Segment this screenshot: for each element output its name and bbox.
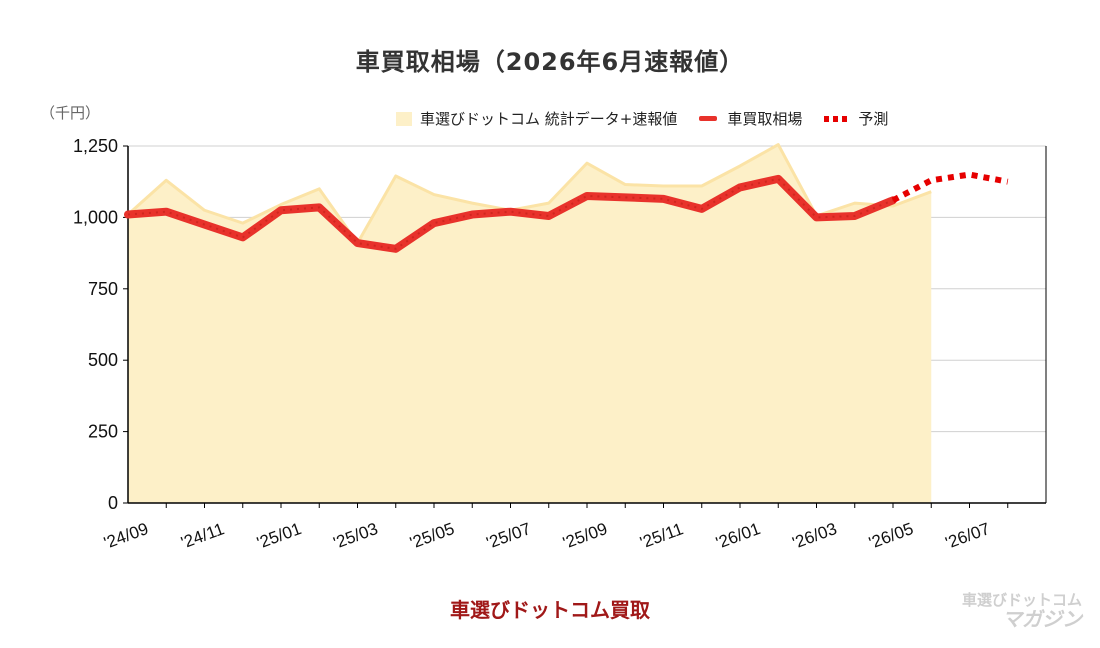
y-tick-label-1: 250: [88, 422, 118, 442]
chart-legend: 車選びドットコム 統計データ+速報値 車買取相場 予測: [396, 108, 910, 129]
x-tick-label-6: '25/09: [560, 519, 610, 553]
legend-label-forecast: 予測: [858, 110, 889, 128]
legend-item-area: 車選びドットコム 統計データ+速報値: [396, 108, 677, 129]
footer-source: 車選びドットコム買取: [450, 598, 650, 622]
legend-swatch-area: [396, 111, 412, 126]
series-area-fill: [128, 144, 932, 503]
legend-item-forecast: 予測: [824, 108, 888, 129]
series-line-texture: [127, 177, 894, 250]
legend-label-area: 車選びドットコム 統計データ+速報値: [420, 110, 678, 128]
legend-swatch-forecast: [824, 115, 851, 122]
x-tick-label-4: '25/05: [407, 519, 457, 553]
y-tick-label-0: 0: [108, 493, 118, 513]
series-forecast: [891, 171, 1009, 203]
x-tick-label-9: '26/03: [790, 519, 840, 553]
x-tick-label-0: '24/09: [101, 519, 151, 553]
x-tick-label-8: '26/01: [713, 519, 763, 553]
x-tick-label-5: '25/07: [484, 519, 534, 553]
x-tick-label-7: '25/11: [637, 519, 685, 552]
x-tick-label-1: '24/11: [178, 519, 226, 552]
y-tick-label-4: 1,000: [73, 207, 118, 227]
y-unit-label: （千円）: [40, 104, 101, 122]
watermark-logo: 車選びドットコム マガジン: [961, 590, 1082, 631]
watermark-line1: 車選びドットコム: [961, 590, 1082, 609]
watermark-line2: マガジン: [1002, 607, 1082, 631]
legend-item-line: 車買取相場: [699, 108, 802, 129]
x-tick-label-3: '25/03: [331, 519, 381, 553]
y-tick-label-2: 500: [88, 350, 118, 370]
y-tick-label-3: 750: [88, 279, 118, 299]
x-tick-label-2: '25/01: [254, 519, 304, 553]
x-tick-label-10: '26/05: [866, 519, 916, 553]
y-tick-label-5: 1,250: [73, 136, 118, 156]
chart-title: 車買取相場（2026年6月速報値）: [355, 48, 745, 76]
legend-label-line: 車買取相場: [727, 110, 803, 128]
series-area-edge: [126, 143, 932, 245]
legend-swatch-line: [699, 116, 718, 121]
x-tick-label-11: '26/07: [943, 519, 993, 553]
